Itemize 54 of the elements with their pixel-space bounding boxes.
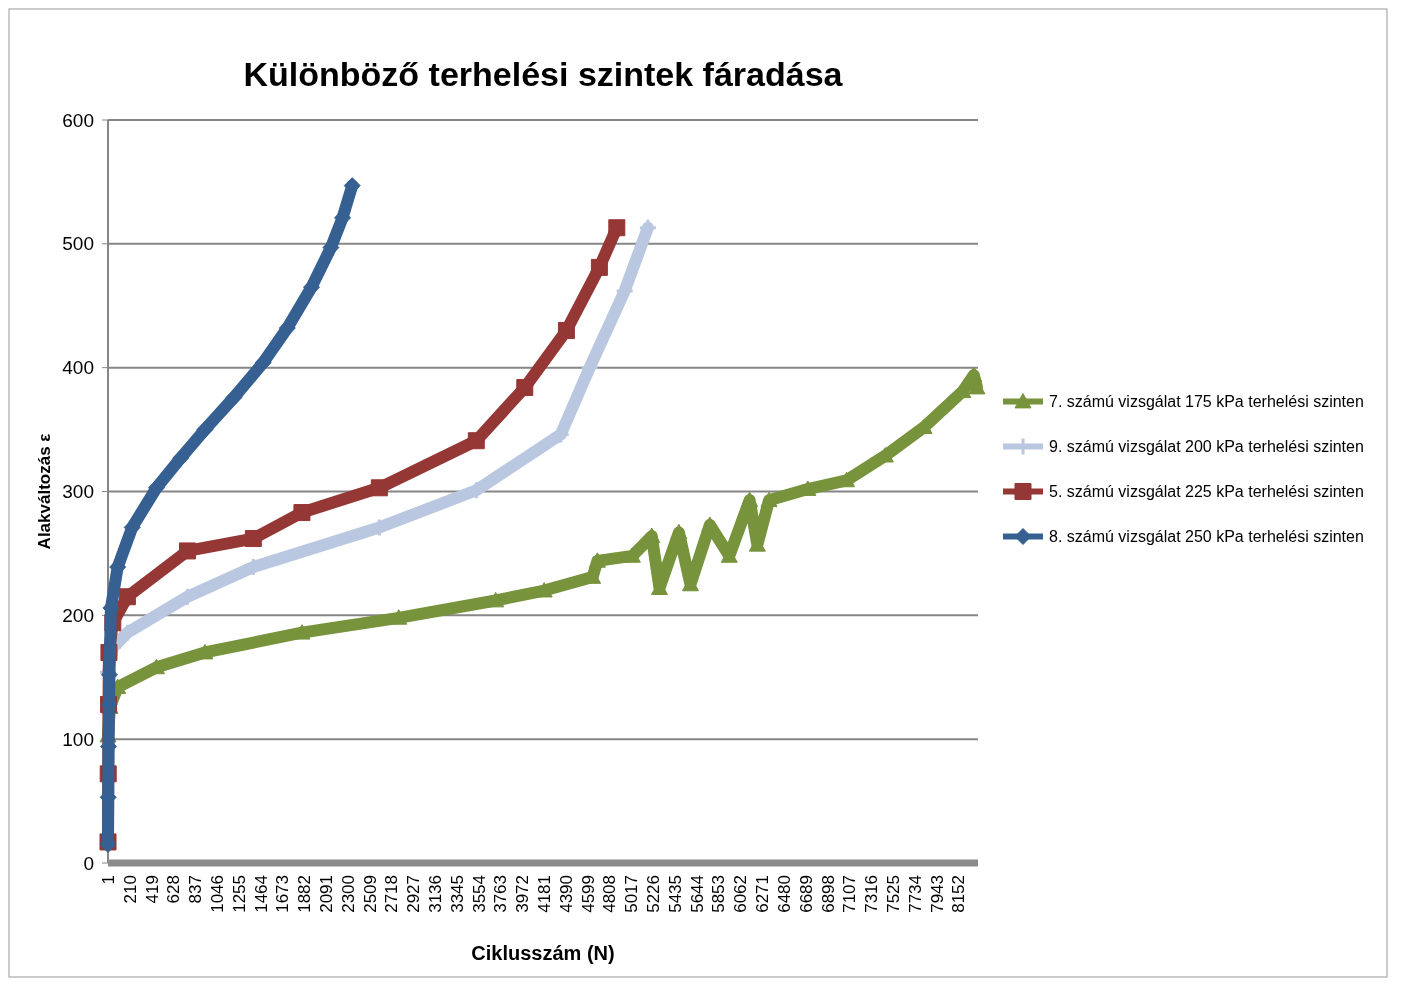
x-tick-label: 6062 — [731, 875, 751, 913]
x-tick-label: 4599 — [578, 875, 598, 913]
y-tick-label: 600 — [62, 109, 94, 131]
x-tick-label: 3554 — [469, 875, 489, 913]
x-tick-label: 7943 — [927, 875, 947, 913]
x-tick-label: 2927 — [404, 875, 424, 913]
legend-label: 9. számú vizsgálat 200 kPa terhelési szinten — [1049, 438, 1364, 456]
x-tick-label: 2091 — [317, 875, 336, 913]
legend-label: 7. számú vizsgálat 175 kPa terhelési szinten — [1049, 393, 1364, 411]
x-tick-label: 4808 — [600, 875, 620, 913]
x-tick-label: 2509 — [360, 875, 380, 913]
x-tick-label: 419 — [142, 875, 162, 904]
x-tick-label: 6271 — [753, 875, 773, 913]
x-tick-label: 3972 — [513, 875, 533, 913]
x-tick-label: 3763 — [491, 875, 511, 913]
x-tick-label: 3136 — [426, 875, 446, 913]
chart-title: Különböző terhelési szintek fáradása — [243, 55, 844, 93]
x-tick-label: 837 — [186, 875, 206, 904]
x-tick-label: 1046 — [207, 875, 227, 913]
x-tick-label: 1255 — [229, 875, 249, 913]
x-tick-label: 2718 — [382, 875, 402, 913]
x-tick-label: 6480 — [774, 875, 794, 913]
x-tick-label: 210 — [120, 875, 140, 904]
x-tick-label: 1673 — [273, 875, 293, 913]
y-tick-label: 200 — [62, 604, 94, 626]
x-tick-label: 6689 — [796, 875, 816, 913]
x-tick-label: 1 — [98, 875, 118, 885]
y-tick-label: 0 — [83, 852, 94, 874]
x-tick-label: 5853 — [709, 875, 729, 913]
x-tick-label: 4181 — [535, 875, 555, 913]
x-axis-title: Ciklusszám (N) — [471, 942, 615, 964]
x-tick-label: 7107 — [840, 875, 860, 913]
x-tick-label: 4390 — [556, 875, 576, 913]
x-tick-label: 5644 — [687, 875, 707, 913]
x-tick-label: 7734 — [905, 875, 925, 913]
x-tick-label: 7316 — [862, 875, 882, 913]
x-tick-label: 5226 — [644, 875, 664, 913]
x-tick-label: 6898 — [818, 875, 838, 913]
y-tick-label: 500 — [62, 233, 94, 255]
y-tick-label: 300 — [62, 481, 94, 503]
x-tick-label: 3345 — [447, 875, 467, 913]
legend-label: 5. számú vizsgálat 225 kPa terhelési szinten — [1049, 483, 1364, 501]
x-tick-label: 8152 — [949, 875, 969, 913]
x-tick-label: 5017 — [622, 875, 642, 913]
y-tick-label: 400 — [62, 357, 94, 379]
x-tick-label: 2300 — [338, 875, 358, 913]
x-tick-label: 1882 — [295, 875, 315, 913]
x-tick-label: 1464 — [251, 875, 271, 913]
x-tick-label: 628 — [164, 875, 184, 904]
y-axis-title: Alakváltozás ε — [35, 433, 54, 550]
y-tick-label: 100 — [62, 728, 94, 750]
x-tick-label: 5435 — [665, 875, 685, 913]
x-tick-label: 7525 — [883, 875, 903, 913]
legend-label: 8. számú vizsgálat 250 kPa terhelési szinten — [1049, 528, 1364, 546]
